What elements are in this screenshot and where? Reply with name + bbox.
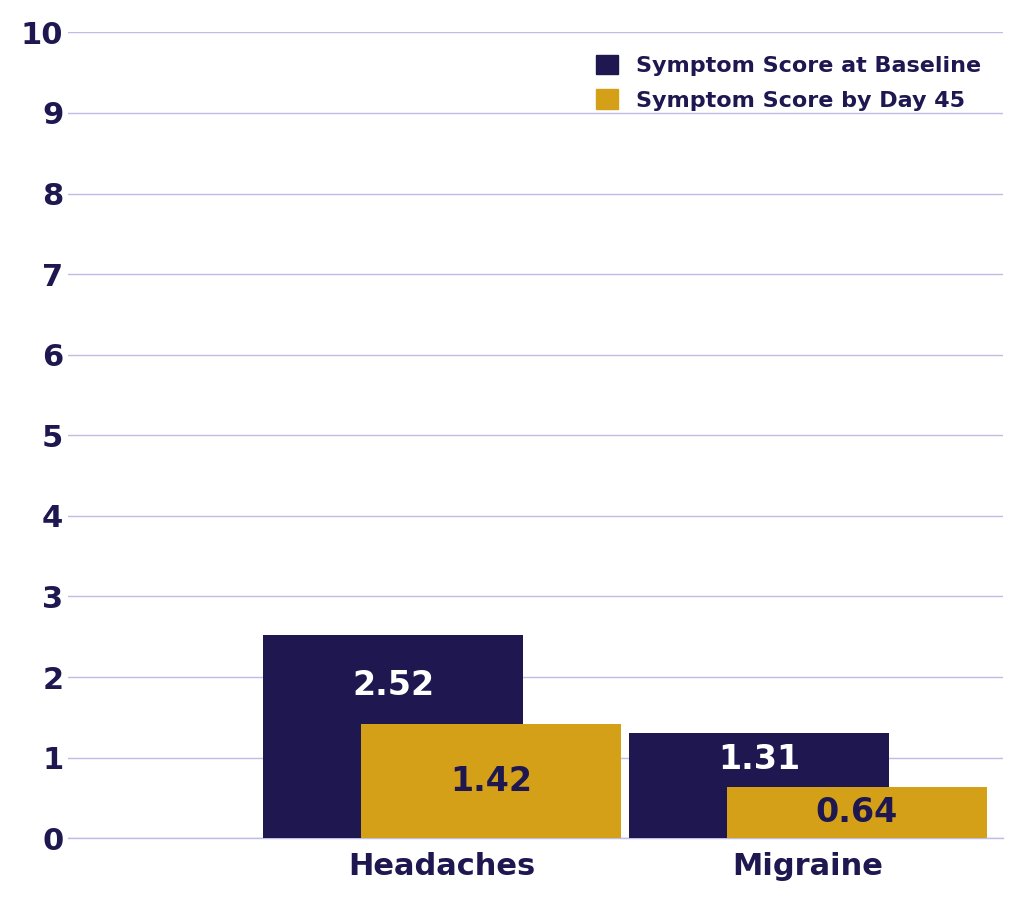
Text: 1.31: 1.31 (718, 742, 801, 776)
Bar (629, 732, 889, 838)
Text: 0.64: 0.64 (816, 796, 898, 829)
Legend: Symptom Score at Baseline, Symptom Score by Day 45: Symptom Score at Baseline, Symptom Score… (585, 43, 992, 122)
Bar (263, 635, 523, 838)
Bar (360, 723, 621, 838)
Text: 2.52: 2.52 (352, 669, 434, 703)
Bar (727, 787, 987, 838)
Text: 1.42: 1.42 (450, 765, 531, 797)
